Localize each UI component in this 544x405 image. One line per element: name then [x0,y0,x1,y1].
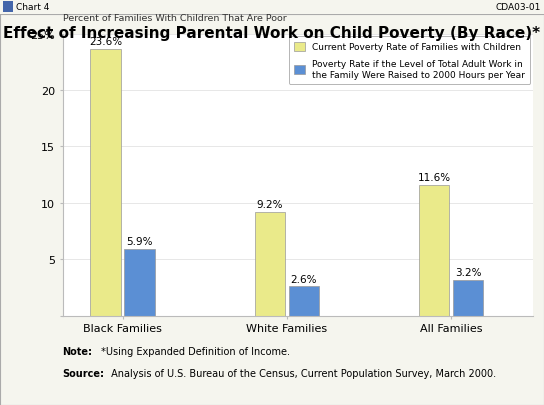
Text: 5.9%: 5.9% [126,237,153,247]
Text: CDA03-01: CDA03-01 [496,3,541,12]
Bar [255,212,285,316]
Text: 3.2%: 3.2% [455,267,481,277]
Text: Chart 4: Chart 4 [16,3,50,12]
Text: Effect of Increasing Parental Work on Child Poverty (By Race)*: Effect of Increasing Parental Work on Ch… [3,26,541,41]
Bar [288,287,319,316]
Text: Source:: Source: [63,369,104,379]
Text: 9.2%: 9.2% [257,200,283,209]
Legend: Current Poverty Rate of Families with Children, Poverty Rate if the Level of Tot: Current Poverty Rate of Families with Ch… [289,37,530,85]
Bar [90,50,121,316]
Bar [419,185,449,316]
Bar [453,280,483,316]
Bar [125,249,155,316]
Text: Analysis of U.S. Bureau of the Census, Current Population Survey, March 2000.: Analysis of U.S. Bureau of the Census, C… [108,369,496,379]
Text: 11.6%: 11.6% [418,173,450,183]
Text: Note:: Note: [63,346,92,356]
Text: 23.6%: 23.6% [89,37,122,47]
Text: 2.6%: 2.6% [290,274,317,284]
Bar [3,2,13,13]
Text: *Using Expanded Definition of Income.: *Using Expanded Definition of Income. [98,346,290,356]
Text: Percent of Families With Children That Are Poor: Percent of Families With Children That A… [63,14,286,23]
